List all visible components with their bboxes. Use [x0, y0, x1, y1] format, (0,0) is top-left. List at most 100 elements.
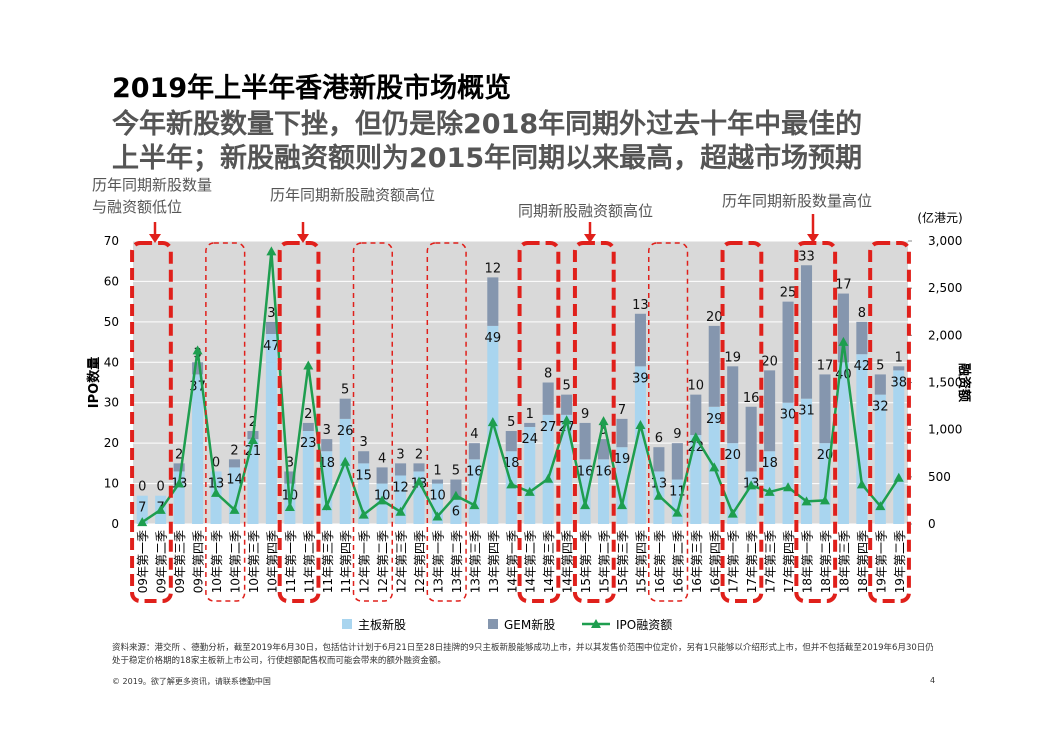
- value-label: 19: [724, 350, 741, 365]
- y-tick-label: 50: [104, 315, 119, 329]
- line-marker: [727, 508, 738, 518]
- bar-segment: [819, 374, 831, 444]
- value-label: 10: [688, 379, 705, 394]
- line-marker: [653, 490, 664, 500]
- bar-segment: [284, 471, 296, 484]
- line-marker: [672, 507, 683, 517]
- value-label: 20: [761, 354, 778, 369]
- x-tick-label: 16年第四季: [708, 530, 722, 593]
- y2-axis-label: 融资额: [956, 363, 972, 402]
- bar-segment: [431, 483, 443, 524]
- bar-segment: [634, 366, 646, 524]
- line-marker: [819, 495, 830, 505]
- y2-tick-label: 1,500: [928, 376, 962, 390]
- bar-segment: [837, 362, 849, 524]
- line-marker: [395, 506, 406, 516]
- line-marker: [487, 417, 498, 427]
- x-tick-label: 11年第一季: [284, 530, 298, 593]
- x-tick-label: 15年第四季: [634, 530, 648, 593]
- line-marker: [893, 472, 904, 482]
- line-marker: [247, 435, 258, 445]
- value-label: 24: [521, 432, 538, 447]
- line-marker: [801, 496, 812, 506]
- value-label: 9: [673, 427, 681, 442]
- x-tick-label: 12年第一季: [358, 530, 372, 593]
- x-tick-label: 16年第二季: [671, 530, 685, 593]
- bar-segment: [598, 459, 610, 524]
- value-label: 47: [263, 339, 280, 354]
- y-tick-label: 0: [111, 517, 119, 531]
- line-marker: [432, 511, 443, 521]
- y-tick-label: 30: [104, 396, 119, 410]
- x-tick-label: 18年第一季: [801, 530, 815, 593]
- line-marker: [266, 246, 277, 256]
- annotation: 同期新股融资额高位: [518, 202, 653, 220]
- line-marker: [137, 517, 148, 527]
- value-label: 21: [245, 444, 262, 459]
- value-label: 4: [470, 427, 478, 442]
- bar-segment: [671, 479, 683, 524]
- line-marker: [561, 415, 572, 425]
- y2-tick-label: 3,000: [928, 234, 962, 248]
- x-tick-label: 09年第一季: [136, 530, 150, 593]
- bar-segment: [339, 418, 351, 524]
- x-tick-label: 10年第二季: [228, 530, 242, 593]
- value-label: 2: [175, 447, 183, 462]
- value-label: 1: [526, 407, 534, 422]
- bar-segment: [856, 354, 868, 524]
- value-label: 12: [392, 480, 409, 495]
- x-tick-label: 14年第二季: [524, 530, 538, 593]
- value-label: 42: [854, 359, 871, 374]
- bar-segment: [782, 402, 794, 524]
- bar-segment: [837, 293, 849, 363]
- bar-segment: [136, 495, 148, 524]
- value-label: 3: [286, 455, 294, 470]
- highlight-box: [352, 242, 394, 602]
- bar-segment: [561, 414, 573, 524]
- line-marker: [783, 482, 794, 492]
- value-label: 3: [396, 447, 404, 462]
- bar-segment: [395, 475, 407, 524]
- bar-segment: [431, 479, 443, 484]
- bar-segment: [616, 418, 628, 448]
- bar-segment: [616, 447, 628, 524]
- x-tick-label: 12年第四季: [413, 530, 427, 593]
- subtitle: 今年新股数量下挫，但仍是除2018年同期外过去十年中最佳的: [112, 109, 863, 140]
- x-tick-label: 19年第一季: [874, 530, 888, 593]
- x-tick-label: 11年第三季: [321, 530, 335, 593]
- bar-segment: [893, 366, 905, 371]
- annotation: 历年同期新股融资额高位: [270, 186, 435, 204]
- bar-segment: [524, 426, 536, 524]
- line-marker: [229, 504, 240, 514]
- value-label: 2: [415, 447, 423, 462]
- x-tick-label: 16年第三季: [690, 530, 704, 593]
- line-marker: [174, 478, 185, 488]
- value-label: 17: [835, 278, 852, 293]
- bar-segment: [358, 451, 370, 464]
- bar-segment: [468, 443, 480, 460]
- line-marker: [192, 345, 203, 355]
- value-label: 6: [655, 431, 663, 446]
- highlight-box: [277, 241, 321, 603]
- x-tick-label: 10年第三季: [247, 530, 261, 593]
- x-tick-label: 17年第三季: [764, 530, 778, 593]
- x-tick-label: 12年第三季: [395, 530, 409, 593]
- value-label: 18: [761, 456, 778, 471]
- bar-segment: [358, 463, 370, 524]
- bar-segment: [653, 447, 665, 472]
- bar-segment: [450, 499, 462, 524]
- bar-segment: [893, 370, 905, 524]
- bar-segment: [192, 374, 204, 524]
- x-tick-label: 11年第二季: [302, 530, 316, 593]
- value-label: 13: [632, 298, 649, 313]
- bar-segment: [579, 422, 591, 460]
- x-tick-label: 15年第一季: [579, 530, 593, 593]
- bar-segment: [376, 467, 388, 484]
- value-label: 49: [485, 331, 502, 346]
- line-marker: [580, 500, 591, 510]
- highlight-box: [426, 242, 467, 602]
- y-tick-label: 70: [104, 234, 119, 248]
- value-label: 10: [429, 489, 446, 504]
- bar-segment: [247, 439, 259, 524]
